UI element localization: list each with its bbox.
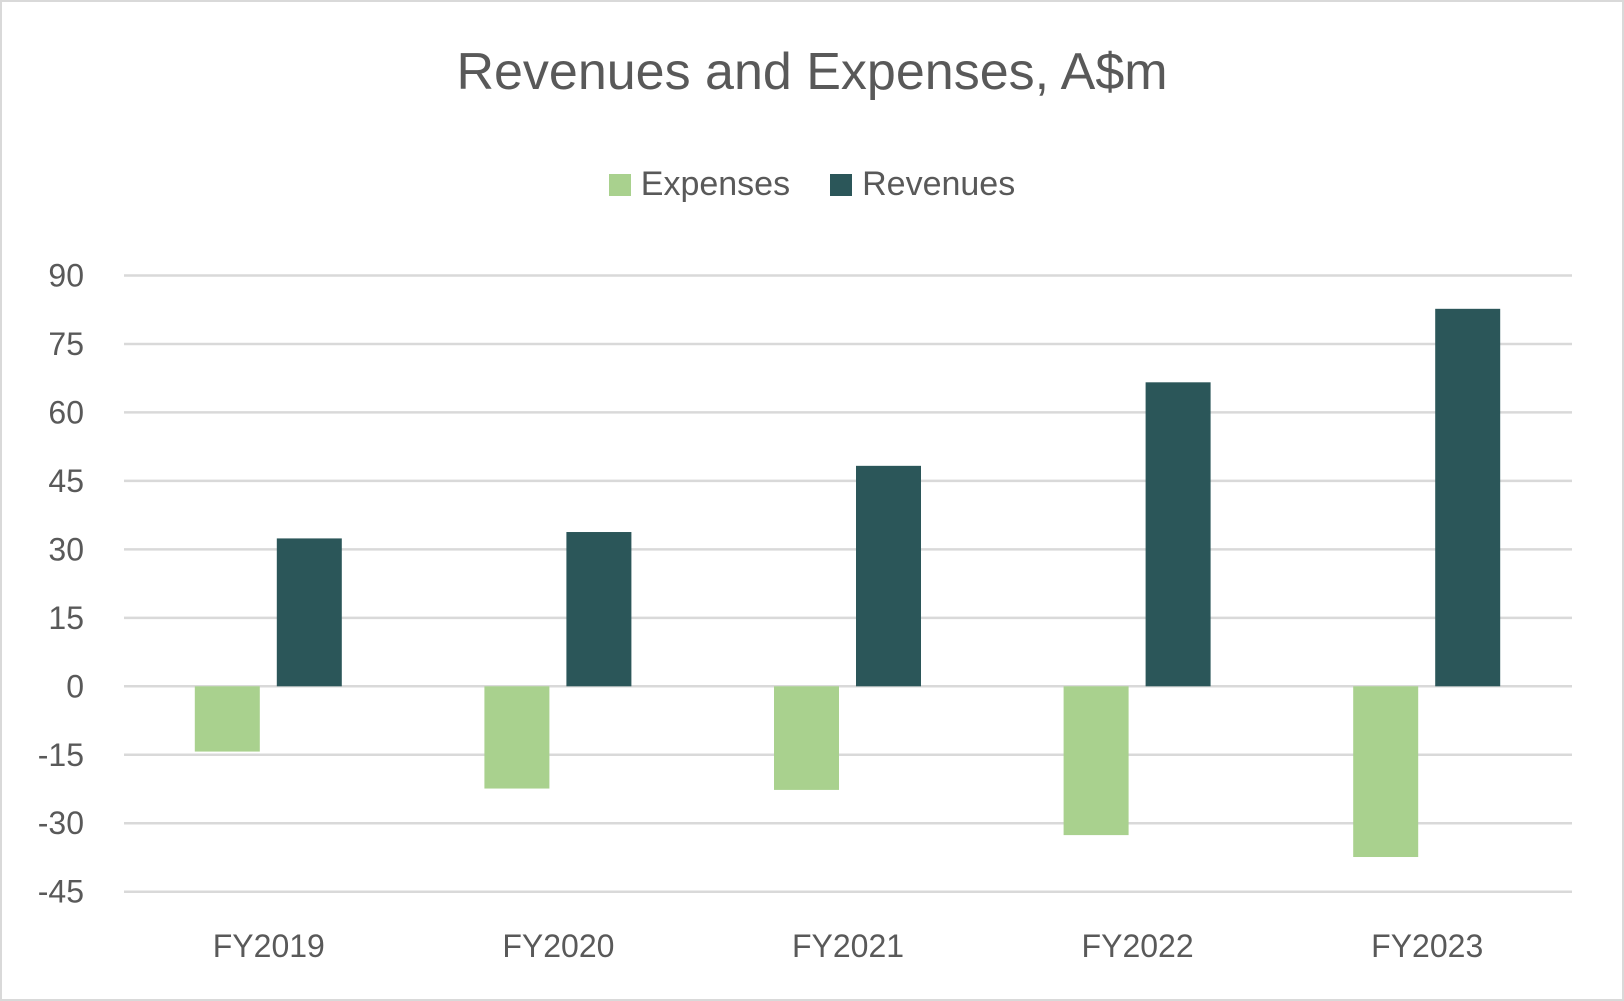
bar-revenues bbox=[566, 532, 632, 687]
x-tick-label: FY2023 bbox=[1371, 928, 1483, 964]
y-tick-label: 30 bbox=[48, 531, 84, 567]
x-tick-label: FY2020 bbox=[502, 928, 614, 964]
legend-swatch-revenues bbox=[830, 173, 853, 196]
bar-revenues bbox=[856, 465, 921, 687]
y-tick-label: 45 bbox=[48, 463, 84, 499]
y-tick-label: 90 bbox=[48, 258, 84, 294]
y-tick-label: 15 bbox=[48, 600, 84, 636]
bar-revenues bbox=[276, 538, 342, 687]
legend-item-expenses: Expenses bbox=[608, 165, 791, 204]
legend: Expenses Revenues bbox=[0, 165, 1624, 204]
legend-swatch-expenses bbox=[608, 173, 631, 196]
y-tick-label: 75 bbox=[48, 326, 84, 362]
bar-expenses bbox=[484, 686, 550, 789]
y-tick-label: 60 bbox=[48, 394, 84, 430]
legend-item-revenues: Revenues bbox=[830, 165, 1015, 204]
y-tick-label: -15 bbox=[38, 737, 84, 773]
bar-expenses bbox=[1063, 686, 1129, 836]
bar-revenues bbox=[1435, 308, 1501, 687]
x-tick-label: FY2021 bbox=[792, 928, 904, 964]
bar-expenses bbox=[1353, 686, 1419, 858]
chart-title: Revenues and Expenses, A$m bbox=[456, 43, 1168, 101]
x-tick-label: FY2019 bbox=[213, 928, 325, 964]
legend-label-expenses: Expenses bbox=[640, 165, 791, 203]
bar-expenses bbox=[774, 686, 839, 790]
bar-revenues bbox=[1145, 382, 1211, 687]
legend-label-revenues: Revenues bbox=[862, 165, 1016, 203]
y-tick-label: 0 bbox=[66, 668, 84, 704]
y-tick-label: -30 bbox=[38, 805, 84, 841]
bar-expenses bbox=[194, 686, 260, 752]
x-tick-label: FY2022 bbox=[1082, 928, 1194, 964]
y-tick-label: -45 bbox=[38, 874, 84, 910]
